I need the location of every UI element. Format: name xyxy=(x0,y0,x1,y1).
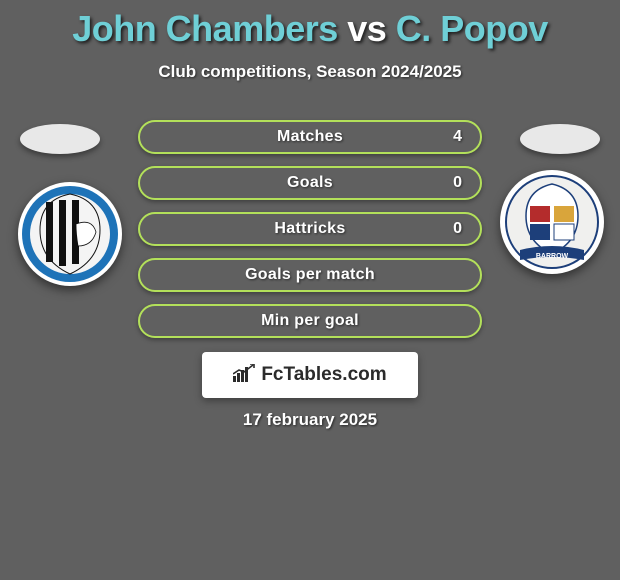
stat-label: Hattricks xyxy=(274,220,345,238)
player2-name: C. Popov xyxy=(396,8,548,49)
player1-name: John Chambers xyxy=(72,8,338,49)
stat-row-min-per-goal: Min per goal xyxy=(138,304,482,338)
stat-value: 0 xyxy=(453,220,462,238)
branding-post: Tables.com xyxy=(284,364,387,385)
player1-club-crest xyxy=(18,182,122,286)
player2-club-crest: BARROW xyxy=(500,170,604,274)
stat-row-matches: Matches 4 xyxy=(138,120,482,154)
subtitle: Club competitions, Season 2024/2025 xyxy=(0,62,620,82)
stat-value: 0 xyxy=(453,174,462,192)
stat-row-goals: Goals 0 xyxy=(138,166,482,200)
stat-label: Goals per match xyxy=(245,266,375,284)
svg-text:BARROW: BARROW xyxy=(536,253,569,260)
branding-badge: FcTables.com xyxy=(202,352,418,398)
player2-avatar xyxy=(520,124,600,154)
branding-text: FcTables.com xyxy=(261,364,386,386)
branding-pre: Fc xyxy=(261,364,283,385)
date-label: 17 february 2025 xyxy=(0,410,620,430)
stat-label: Matches xyxy=(277,128,343,146)
stat-row-goals-per-match: Goals per match xyxy=(138,258,482,292)
player1-avatar xyxy=(20,124,100,154)
comparison-title: John Chambers vs C. Popov xyxy=(0,0,620,50)
vs-text: vs xyxy=(338,8,396,49)
stats-panel: Matches 4 Goals 0 Hattricks 0 Goals per … xyxy=(138,120,482,350)
chart-icon xyxy=(233,364,255,387)
stat-value: 4 xyxy=(453,128,462,146)
stat-label: Goals xyxy=(287,174,333,192)
stat-label: Min per goal xyxy=(261,312,359,330)
stat-row-hattricks: Hattricks 0 xyxy=(138,212,482,246)
